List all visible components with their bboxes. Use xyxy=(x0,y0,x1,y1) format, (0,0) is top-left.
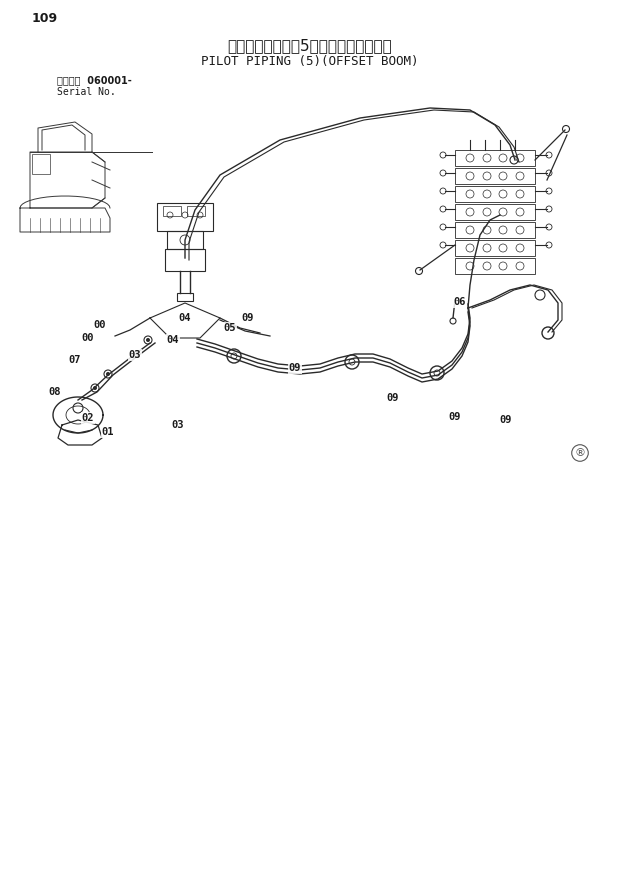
Bar xyxy=(177,293,193,301)
Text: 09: 09 xyxy=(500,415,512,425)
Text: 適用号機  060001-: 適用号機 060001- xyxy=(57,75,131,85)
Circle shape xyxy=(106,372,110,376)
Text: 08: 08 xyxy=(49,387,61,397)
Text: 06: 06 xyxy=(454,297,466,307)
Text: 05: 05 xyxy=(224,323,236,333)
Bar xyxy=(187,206,205,216)
Bar xyxy=(32,154,50,174)
Circle shape xyxy=(146,338,150,342)
Circle shape xyxy=(93,386,97,390)
Text: ®: ® xyxy=(575,448,585,458)
Text: 09: 09 xyxy=(387,393,399,403)
Text: 09: 09 xyxy=(242,313,254,323)
Text: 03: 03 xyxy=(172,420,184,430)
Bar xyxy=(455,186,535,202)
Bar xyxy=(455,240,535,256)
Text: パイロット配管（5）（側溝掘ブーム）: パイロット配管（5）（側溝掘ブーム） xyxy=(228,38,392,53)
Bar xyxy=(455,150,535,166)
Text: 09: 09 xyxy=(449,412,461,422)
Bar xyxy=(455,168,535,184)
Text: 02: 02 xyxy=(82,413,94,423)
Bar xyxy=(455,258,535,274)
Text: 03: 03 xyxy=(129,350,141,360)
Bar xyxy=(455,204,535,220)
Text: 109: 109 xyxy=(32,12,58,25)
Text: 01: 01 xyxy=(102,427,114,437)
Bar xyxy=(167,231,203,249)
Text: 09: 09 xyxy=(289,363,301,373)
Text: PILOT PIPING (5)(OFFSET BOOM): PILOT PIPING (5)(OFFSET BOOM) xyxy=(202,56,418,68)
Bar xyxy=(455,222,535,238)
Text: 04: 04 xyxy=(167,335,179,345)
Text: 07: 07 xyxy=(69,355,81,365)
Text: Serial No.: Serial No. xyxy=(57,87,116,97)
Bar xyxy=(157,203,213,231)
Text: 00: 00 xyxy=(82,333,94,343)
Text: 04: 04 xyxy=(179,313,191,323)
Bar xyxy=(163,206,181,216)
Text: 00: 00 xyxy=(94,320,106,330)
Bar xyxy=(165,249,205,271)
